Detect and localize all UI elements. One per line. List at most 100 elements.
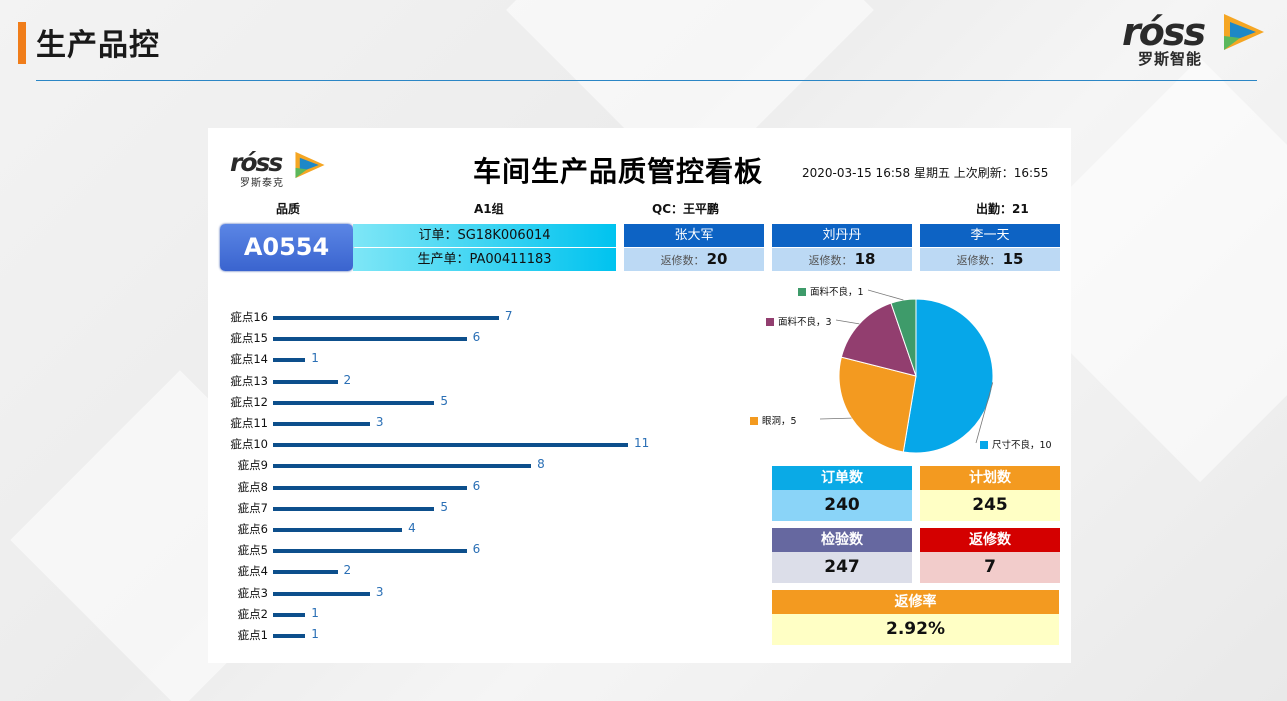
- bar-value-label: 4: [408, 521, 416, 535]
- bar-value-label: 5: [440, 499, 448, 514]
- stat-orders-label: 订单数: [772, 466, 912, 490]
- stat-repair-label: 返修数: [920, 528, 1060, 552]
- stat-orders: 订单数 240: [772, 466, 912, 521]
- bar-category-label: 疵点1: [237, 628, 268, 642]
- board-logo: róss 罗斯泰克: [230, 148, 330, 189]
- worker-repair-count: 返修数： 15: [920, 248, 1060, 271]
- worker-name: 张大军: [624, 224, 764, 247]
- bar-value-label: 11: [634, 436, 650, 451]
- brand-logo: róss 罗斯智能: [1122, 8, 1267, 68]
- bar: [273, 634, 306, 638]
- stat-repair-value: 7: [920, 552, 1060, 583]
- bar: [273, 485, 467, 490]
- worker-repair-count: 返修数： 20: [624, 248, 764, 271]
- attendance-label: 出勤：21: [976, 202, 1029, 216]
- pie-slice-label: 面料不良，3: [766, 314, 832, 328]
- brand-subtitle: 罗斯智能: [1138, 50, 1203, 68]
- bar-category-label: 疵点6: [237, 522, 268, 536]
- stat-plan-label: 计划数: [920, 466, 1060, 490]
- bar-value-label: 6: [472, 542, 481, 557]
- stat-plan: 计划数 245: [920, 466, 1060, 521]
- title-accent-bar: [18, 22, 26, 64]
- pie-slice-label: 眼洞，5: [750, 413, 797, 427]
- legend-swatch: [750, 417, 758, 425]
- stat-orders-value: 240: [772, 490, 912, 521]
- pie-leader-line: [867, 289, 904, 301]
- legend-swatch: [766, 318, 774, 326]
- worker-card: 李一天 返修数： 15: [920, 224, 1060, 271]
- pie-svg: [819, 289, 994, 454]
- bar-value-label: 1: [311, 627, 319, 641]
- dashboard-panel: róss 罗斯泰克 车间生产品质管控看板 2020-03-15 16:58 星期…: [208, 128, 1071, 663]
- stat-rate-value: 2.92%: [772, 614, 1059, 645]
- header-divider: [36, 80, 1257, 81]
- bar: [273, 337, 467, 342]
- bar: [273, 506, 435, 511]
- board-title: 车间生产品质管控看板: [472, 155, 763, 188]
- bar: [273, 464, 532, 469]
- legend-swatch: [798, 288, 806, 296]
- stat-rate-label: 返修率: [772, 590, 1059, 614]
- pie-leader-line: [835, 319, 860, 325]
- bar-value-label: 6: [472, 478, 481, 493]
- worker-name: 李一天: [920, 224, 1060, 247]
- defect-bar-chart: 疵点16 7 疵点15 6 疵点14 1 疵点13 2 疵点12 5 疵点11 3 疵点10 11 疵点9 8…: [208, 298, 668, 648]
- bar-value-label: 2: [343, 563, 352, 578]
- bar: [273, 358, 306, 363]
- bar-category-label: 疵点7: [237, 500, 268, 515]
- stat-inspect-value: 247: [772, 552, 912, 583]
- legend-swatch: [980, 441, 988, 449]
- production-number: 生产单：PA00411183: [353, 248, 616, 271]
- pie-slice-label: 面料不良，1: [798, 284, 864, 298]
- stat-inspect: 检验数 247: [772, 528, 912, 583]
- bar-category-label: 疵点13: [230, 373, 268, 388]
- bar: [273, 316, 499, 320]
- brand-play-icon: [1224, 14, 1264, 50]
- bar: [273, 612, 306, 617]
- worker-name: 刘丹丹: [772, 224, 912, 247]
- bar-category-label: 疵点2: [237, 606, 268, 621]
- bar-category-label: 疵点10: [230, 437, 268, 452]
- bar: [273, 379, 338, 384]
- pie-leader-line: [819, 417, 852, 420]
- bar-value-label: 3: [375, 584, 384, 599]
- stat-repair-rate: 返修率 2.92%: [772, 590, 1059, 645]
- bar-category-label: 疵点4: [237, 564, 268, 579]
- worker-repair-count: 返修数： 18: [772, 248, 912, 271]
- bar: [273, 443, 628, 448]
- bar: [273, 422, 370, 426]
- bar: [273, 528, 403, 532]
- stat-inspect-label: 检验数: [772, 528, 912, 552]
- group-label: A1组: [474, 202, 504, 216]
- stat-repair: 返修数 7: [920, 528, 1060, 583]
- bar-value-label: 3: [375, 415, 384, 429]
- page-title: 生产品控: [36, 28, 160, 63]
- bar-category-label: 疵点11: [230, 416, 268, 430]
- stat-plan-value: 245: [920, 490, 1060, 521]
- bar: [273, 549, 467, 554]
- order-number: 订单：SG18K006014: [353, 224, 616, 247]
- bar-category-label: 疵点8: [237, 479, 268, 494]
- bar-value-label: 2: [343, 372, 352, 387]
- dept-label: 品质: [276, 202, 301, 216]
- bar-category-label: 疵点16: [230, 310, 268, 324]
- bar: [273, 570, 338, 575]
- pie-leader-line: [975, 382, 994, 444]
- bar-value-label: 7: [504, 309, 513, 323]
- worker-card: 张大军 返修数： 20: [624, 224, 764, 271]
- bar-category-label: 疵点3: [237, 585, 268, 600]
- pie-slice-label: 尺寸不良，10: [980, 437, 1052, 451]
- bar-category-label: 疵点12: [230, 394, 268, 409]
- order-info: 订单：SG18K006014 生产单：PA00411183: [353, 224, 616, 271]
- line-code-badge: A0554: [220, 224, 353, 271]
- board-datetime: 2020-03-15 16:58 星期五 上次刷新：16:55: [802, 166, 1049, 180]
- bar-value-label: 8: [537, 457, 545, 472]
- brand-wordmark: róss: [1122, 10, 1206, 54]
- bar-category-label: 疵点15: [230, 331, 268, 346]
- board-logo-wordmark: róss: [230, 148, 283, 177]
- bar-value-label: 6: [472, 330, 481, 345]
- bar-value-label: 1: [311, 351, 319, 366]
- board-logo-subtitle: 罗斯泰克: [240, 178, 284, 189]
- bar-category-label: 疵点5: [237, 543, 268, 558]
- pie-slice: [840, 302, 917, 377]
